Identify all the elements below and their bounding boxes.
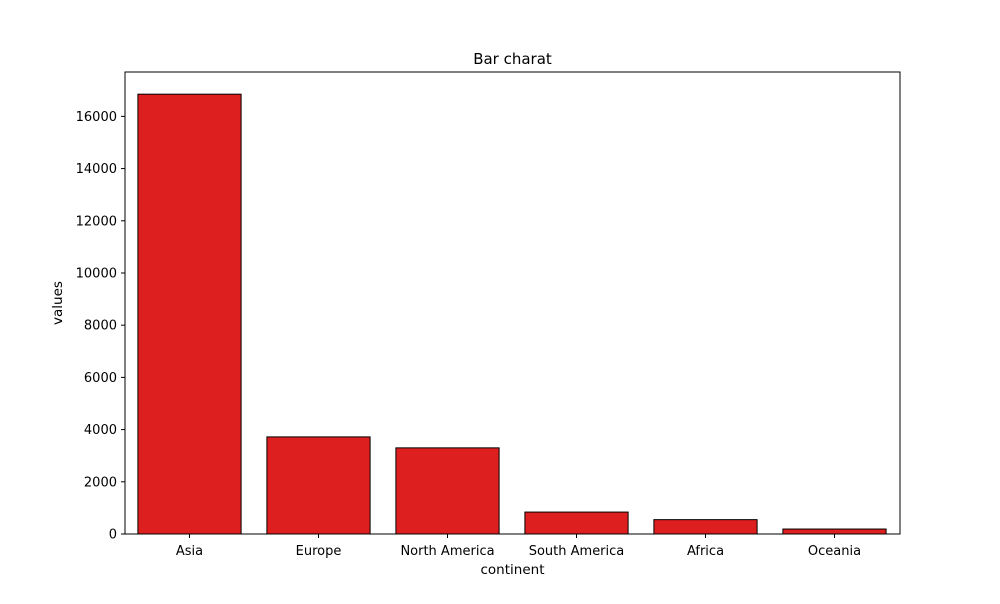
y-tick-label: 16000: [76, 110, 117, 125]
y-tick-label: 12000: [76, 214, 117, 229]
y-tick-label: 2000: [84, 475, 117, 490]
bar-europe: [266, 436, 371, 535]
bar-africa: [653, 519, 758, 535]
chart-title: Bar charat: [473, 50, 552, 68]
bar-north-america: [395, 447, 500, 535]
x-axis-ticks: Asia Europe North America South America Afri…: [176, 534, 861, 559]
y-tick-label: 4000: [84, 423, 117, 438]
x-tick-label: Asia: [176, 544, 203, 559]
bar-asia: [137, 93, 242, 535]
y-tick-label: 8000: [84, 319, 117, 334]
x-tick-label: Africa: [687, 544, 724, 559]
x-tick-label: North America: [400, 544, 494, 559]
y-axis-label: values: [50, 281, 66, 325]
x-axis-label: continent: [481, 562, 545, 578]
y-tick-label: 14000: [76, 162, 117, 177]
x-tick-label: Oceania: [808, 544, 861, 559]
x-tick-label: Europe: [296, 544, 342, 559]
y-tick-label: 6000: [84, 371, 117, 386]
bar-south-america: [524, 511, 629, 535]
plot-frame: [124, 71, 901, 535]
bars: [137, 93, 887, 535]
x-tick-label: South America: [529, 544, 625, 559]
bar-oceania: [782, 528, 887, 535]
y-tick-label: 0: [109, 528, 117, 543]
y-axis-ticks: 0 2000 4000 6000 8000 10000 12000 14000 16000: [76, 110, 125, 543]
y-tick-label: 10000: [76, 266, 117, 281]
